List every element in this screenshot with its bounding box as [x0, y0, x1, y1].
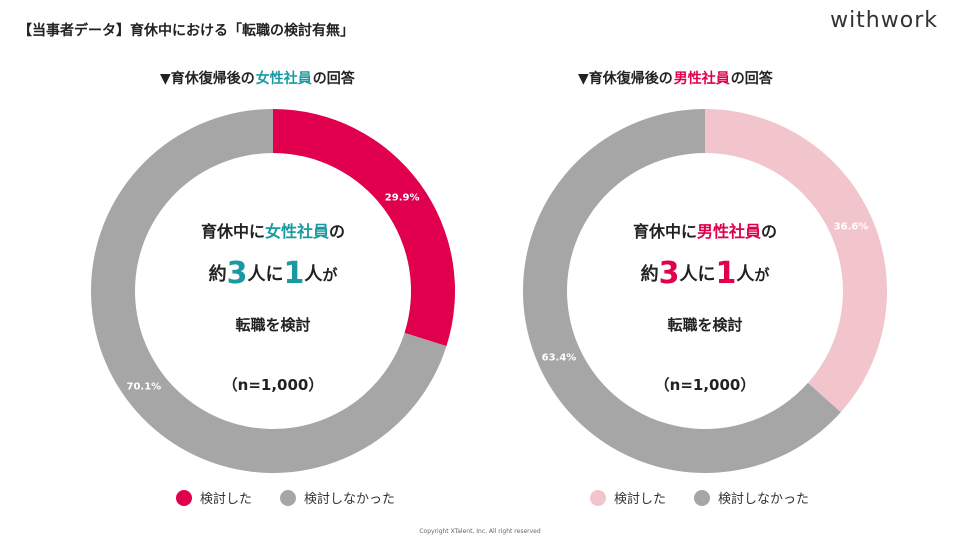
female-center-line2: 約3人に1人が — [173, 256, 373, 291]
male-legend-item-considered: 検討した — [590, 488, 666, 507]
male-donut-chart: 36.6% 63.4% — [523, 109, 888, 473]
female-center-line1-highlight: 女性社員 — [264, 222, 329, 241]
female-chart-title-suffix: の回答 — [312, 71, 355, 87]
female-center-line2-b: 人に — [247, 264, 284, 285]
male-center-line2-a: 約 — [640, 264, 659, 285]
male-center-line2-c: 人 — [736, 264, 755, 285]
male-center-line1-highlight: 男性社員 — [696, 222, 761, 241]
male-center-line1: 育休中に男性社員の — [605, 218, 805, 242]
female-center-line1-suffix: の — [329, 222, 346, 241]
female-legend-label-considered: 検討した — [200, 492, 253, 507]
legend-dot-icon — [176, 490, 192, 506]
male-chart-title-highlight: 男性社員 — [673, 71, 730, 87]
male-legend: 検討した 検討しなかった — [590, 488, 837, 507]
female-center-sample-size: （n=1,000） — [222, 376, 324, 394]
male-center-sample-size: （n=1,000） — [654, 376, 756, 394]
female-center-line2-a: 約 — [208, 264, 227, 285]
female-donut-chart: 29.9% 70.1% — [91, 109, 455, 473]
female-center-line1-prefix: 育休中に — [200, 222, 265, 241]
male-slice-considered — [705, 109, 888, 413]
female-chart-title-highlight: 女性社員 — [255, 71, 312, 87]
male-chart-title: ▼育休復帰後の男性社員の回答 — [578, 68, 773, 88]
male-legend-label-considered: 検討した — [614, 492, 667, 507]
male-slice-label-considered: 36.6% — [834, 222, 869, 233]
female-chart-title-prefix: ▼育休復帰後の — [160, 71, 255, 87]
male-legend-item-not-considered: 検討しなかった — [694, 488, 809, 507]
legend-dot-icon — [694, 490, 711, 506]
male-center-line2-b: 人に — [679, 264, 716, 285]
male-slice-label-not-considered: 63.4% — [542, 352, 577, 363]
female-chart-title: ▼育休復帰後の女性社員の回答 — [160, 68, 355, 88]
female-center-line1: 育休中に女性社員の — [173, 218, 373, 242]
copyright: Copyright XTalent, Inc. All right reserv… — [419, 528, 541, 535]
page-title: 【当事者データ】育休中における「転職の検討有無」 — [18, 23, 354, 39]
male-center-number-3: 3 — [658, 256, 680, 291]
male-center-line2: 約3人に1人が — [605, 256, 805, 291]
female-legend-item-not-considered: 検討しなかった — [280, 488, 395, 507]
female-legend: 検討した 検討しなかった — [176, 488, 423, 507]
female-center-line2-d: が — [322, 266, 338, 284]
legend-dot-icon — [280, 490, 297, 506]
male-center-line2-d: が — [754, 266, 770, 284]
female-slice-label-considered: 29.9% — [385, 193, 420, 204]
female-center-number-3: 3 — [226, 256, 248, 291]
female-center-number-1: 1 — [283, 256, 305, 291]
male-center-line3: 転職を検討 — [667, 316, 743, 334]
male-legend-label-not-considered: 検討しなかった — [718, 492, 810, 507]
female-slice-considered — [273, 109, 455, 347]
female-center-line3: 転職を検討 — [235, 316, 311, 334]
male-center-line1-prefix: 育休中に — [632, 222, 697, 241]
legend-dot-icon — [590, 490, 606, 506]
female-center-line2-c: 人 — [304, 264, 323, 285]
male-chart-title-prefix: ▼育休復帰後の — [578, 71, 673, 87]
male-chart-title-suffix: の回答 — [730, 71, 773, 87]
female-legend-item-considered: 検討した — [176, 488, 252, 507]
male-center-line1-suffix: の — [761, 222, 778, 241]
female-legend-label-not-considered: 検討しなかった — [304, 492, 396, 507]
male-center-number-1: 1 — [715, 256, 737, 291]
brand-logo: withwork — [830, 8, 938, 33]
male-slice-not-considered — [523, 109, 841, 473]
female-slice-label-not-considered: 70.1% — [127, 381, 162, 392]
